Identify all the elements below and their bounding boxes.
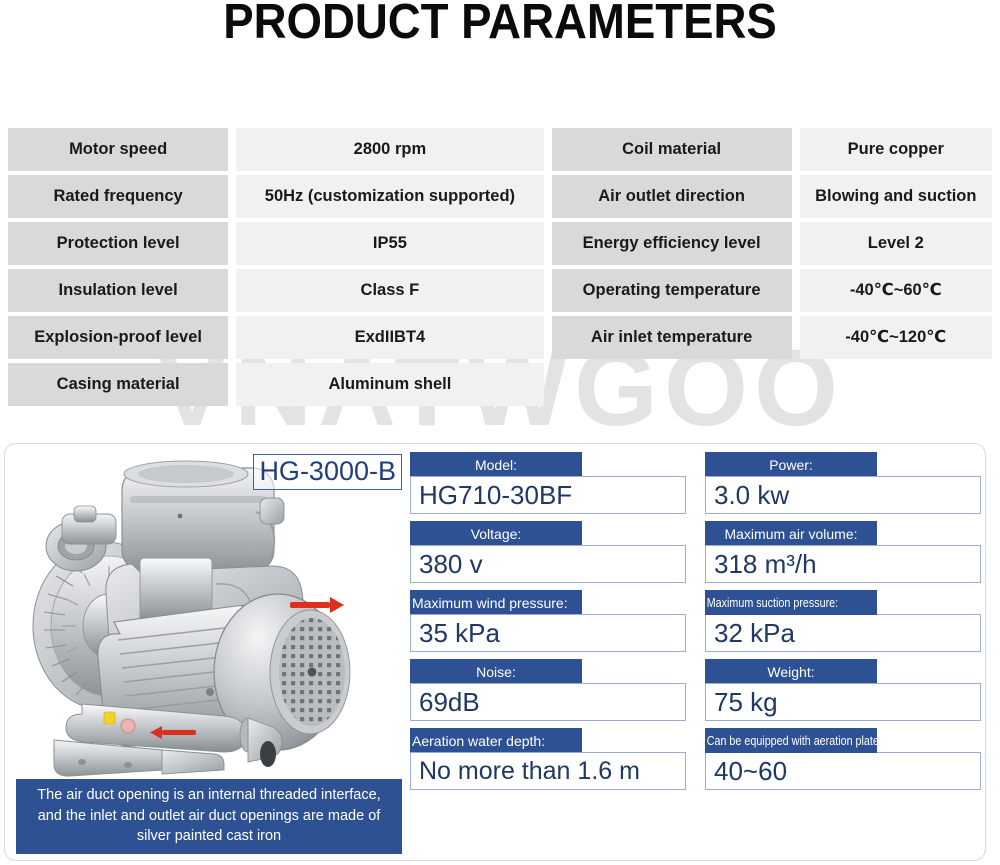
spec-card-label: Maximum wind pressure: xyxy=(410,590,582,615)
junction-box xyxy=(121,460,285,573)
spec-card-label: Power: xyxy=(705,452,877,477)
table-row: Motor speed 2800 rpm Coil material Pure … xyxy=(8,128,993,171)
spec-card-voltage: Voltage: 380 v xyxy=(410,521,686,583)
table-cell-empty xyxy=(552,363,792,406)
spec-cards: Model: HG710-30BF Power: 3.0 kw Voltage:… xyxy=(410,452,982,858)
table-cell-value: Level 2 xyxy=(799,222,993,265)
spec-card-value: 40~60 xyxy=(705,752,981,790)
flow-arrow-icon xyxy=(150,726,196,739)
table-cell-label: Energy efficiency level xyxy=(551,222,792,265)
table-cell-label: Casing material xyxy=(8,363,229,406)
table-cell-empty xyxy=(800,363,992,406)
spec-card-noise: Noise: 69dB xyxy=(410,659,686,721)
table-cell-label: Operating temperature xyxy=(551,269,792,312)
spec-card-value: 318 m³/h xyxy=(705,545,981,583)
table-cell-value: Class F xyxy=(236,269,544,312)
spec-card-label: Aeration water depth: xyxy=(410,728,582,753)
table-row: Insulation level Class F Operating tempe… xyxy=(8,269,993,312)
spec-card-label: Noise: xyxy=(410,659,582,684)
product-figure: HG-3000-B The air duct opening is an int… xyxy=(10,448,408,856)
table-cell-value: IP55 xyxy=(236,222,544,265)
table-row: Protection level IP55 Energy efficiency … xyxy=(8,222,993,265)
spec-card-value: 32 kPa xyxy=(705,614,981,652)
spec-card-label: Maximum suction pressure: xyxy=(705,590,877,615)
spec-card-label: Weight: xyxy=(705,659,877,684)
table-row: Explosion-proof level ExdIIBT4 Air inlet… xyxy=(8,316,993,359)
spec-card-aeration-plate: Can be equipped with aeration plate: 40~… xyxy=(705,728,981,790)
spec-card-maximum-air-volume: Maximum air volume: 318 m³/h xyxy=(705,521,981,583)
fan-cover xyxy=(213,593,351,753)
table-cell-label: Motor speed xyxy=(8,128,229,171)
model-badge: HG-3000-B xyxy=(253,454,402,490)
table-cell-label: Protection level xyxy=(8,222,229,265)
inlet-flange xyxy=(45,505,117,572)
table-cell-value: 50Hz (customization supported) xyxy=(236,175,544,218)
spec-card-value: 75 kg xyxy=(705,683,981,721)
spec-card-value: HG710-30BF xyxy=(410,476,686,514)
spec-card-weight: Weight: 75 kg xyxy=(705,659,981,721)
spec-card-model: Model: HG710-30BF xyxy=(410,452,686,514)
table-cell-value: 2800 rpm xyxy=(236,128,544,171)
image-caption-line-3: silver painted cast iron xyxy=(136,828,282,845)
image-caption-line-1: The air duct opening is an internal thre… xyxy=(37,787,381,804)
table-cell-label: Explosion-proof level xyxy=(8,316,229,359)
table-cell-label: Rated frequency xyxy=(8,175,229,218)
spec-card-maximum-wind-pressure: Maximum wind pressure: 35 kPa xyxy=(410,590,686,652)
spec-card-value: No more than 1.6 m xyxy=(410,752,686,790)
mounting-base xyxy=(53,739,225,777)
table-cell-value: ExdIIBT4 xyxy=(236,316,544,359)
image-caption-line-2: and the inlet and outlet air duct openin… xyxy=(37,807,381,824)
table-cell-label: Air outlet direction xyxy=(551,175,792,218)
table-cell-value: -40℃~60℃ xyxy=(799,269,993,312)
spec-card-power: Power: 3.0 kw xyxy=(705,452,981,514)
air-duct-pipe xyxy=(65,703,283,767)
spec-card-value: 69dB xyxy=(410,683,686,721)
spec-card-value: 380 v xyxy=(410,545,686,583)
table-cell-label: Insulation level xyxy=(8,269,229,312)
blower-product-image xyxy=(10,454,408,784)
rotation-arrow-icon xyxy=(290,597,344,613)
page-title: PRODUCT PARAMETERS xyxy=(223,0,777,49)
table-cell-value: -40℃~120℃ xyxy=(799,316,993,359)
spec-card-label: Model: xyxy=(410,452,582,477)
spec-card-value: 3.0 kw xyxy=(705,476,981,514)
table-cell-label: Air inlet temperature xyxy=(551,316,792,359)
table-row: Rated frequency 50Hz (customization supp… xyxy=(8,175,993,218)
image-caption: The air duct opening is an internal thre… xyxy=(16,779,402,854)
table-cell-label: Coil material xyxy=(551,128,792,171)
spec-card-label: Maximum air volume: xyxy=(705,521,877,546)
table-cell-value: Pure copper xyxy=(799,128,993,171)
spec-card-maximum-suction-pressure: Maximum suction pressure: 32 kPa xyxy=(705,590,981,652)
spec-card-value: 35 kPa xyxy=(410,614,686,652)
table-row: Casing material Aluminum shell xyxy=(8,363,992,406)
spec-card-aeration-water-depth: Aeration water depth: No more than 1.6 m xyxy=(410,728,686,790)
table-cell-value: Blowing and suction xyxy=(799,175,993,218)
spec-table: Motor speed 2800 rpm Coil material Pure … xyxy=(8,128,993,410)
table-cell-value: Aluminum shell xyxy=(236,363,544,406)
spec-card-label: Voltage: xyxy=(410,521,582,546)
spec-card-label: Can be equipped with aeration plate: xyxy=(705,728,877,753)
